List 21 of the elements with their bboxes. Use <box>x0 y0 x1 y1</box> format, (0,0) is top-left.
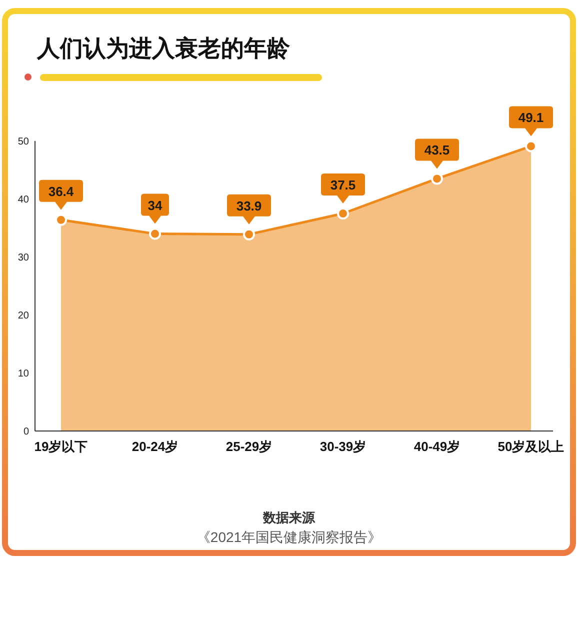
data-label: 49.1 <box>518 110 544 126</box>
data-label: 43.5 <box>424 142 450 158</box>
x-tick-label: 25-29岁 <box>226 439 272 454</box>
text: 《2021年国民健康洞察报告》 <box>196 529 382 545</box>
y-tick-label: 50 <box>18 136 30 148</box>
data-label: 34 <box>148 198 163 213</box>
x-tick-label: 50岁及以上 <box>498 439 564 454</box>
y-tick-label: 20 <box>18 310 30 322</box>
y-tick-label: 30 <box>18 252 30 264</box>
x-tick-label: 19岁以下 <box>34 439 88 454</box>
data-label: 36.4 <box>48 184 74 199</box>
data-label: 37.5 <box>330 178 356 192</box>
x-tick-label: 20-24岁 <box>132 439 178 454</box>
y-tick-label: 40 <box>18 194 30 206</box>
text: 数据来源 <box>262 510 316 525</box>
y-tick-label: 10 <box>18 368 30 380</box>
data-label: 33.9 <box>236 198 262 214</box>
y-tick-label: 0 <box>23 426 30 438</box>
x-tick-label: 40-49岁 <box>414 439 460 454</box>
chart-title: 人们认为进入衰老的年龄 <box>36 35 291 61</box>
x-tick-label: 30-39岁 <box>320 439 366 454</box>
